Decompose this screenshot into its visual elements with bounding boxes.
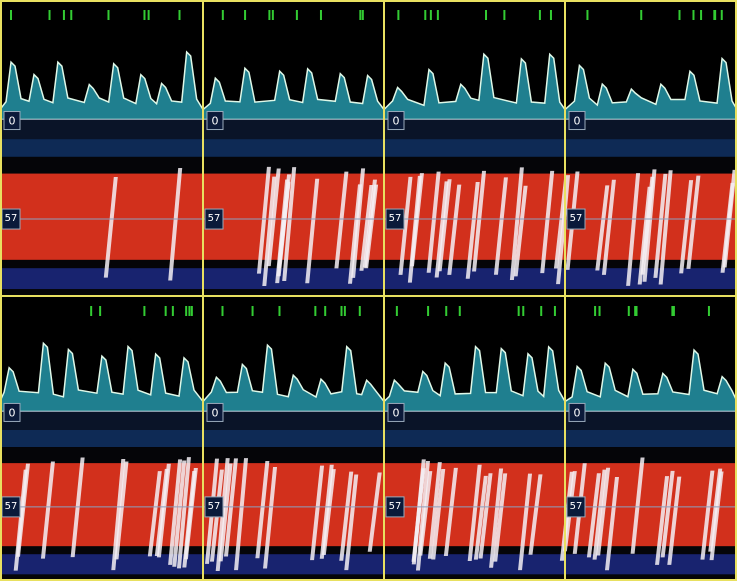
marker [636,306,638,316]
marker [359,306,361,316]
marker [503,10,505,20]
marker [485,10,487,20]
waveform-strip [203,120,384,140]
waveform-label: 0 [9,406,16,419]
marker [185,306,187,316]
marker [244,10,246,20]
marker [554,306,556,316]
marker [673,306,675,316]
marker [341,306,343,316]
marker [445,306,447,316]
marker [359,10,361,20]
marker [165,306,167,316]
marker [221,306,223,316]
marker [99,306,101,316]
marker [518,306,520,316]
marker [427,306,429,316]
waveform-label: 0 [9,115,16,128]
marker [599,306,601,316]
spectrogram-label: 57 [208,213,221,224]
marker [278,306,280,316]
divider-band [384,139,565,157]
marker [70,10,72,20]
spectrogram-label: 57 [208,501,221,512]
waveform-strip [565,120,737,140]
marker [314,306,316,316]
marker [344,306,346,316]
marker [692,10,694,20]
marker [178,10,180,20]
spectrogram-label: 57 [389,213,402,224]
flow-blue [203,554,384,574]
marker [396,306,398,316]
waveform-strip [384,120,565,140]
marker [272,10,274,20]
marker [424,10,426,20]
waveform-label: 0 [393,115,400,128]
divider-band [0,139,203,157]
marker [708,306,710,316]
marker [522,306,524,316]
marker [437,10,439,20]
marker [90,306,92,316]
marker [628,306,630,316]
divider-band [0,430,203,447]
spectrogram-label: 57 [570,213,583,224]
divider-band [384,430,565,447]
marker [594,306,596,316]
marker [586,10,588,20]
marker [640,10,642,20]
marker [713,10,715,20]
marker [10,10,12,20]
marker [252,306,254,316]
marker [540,306,542,316]
marker [459,306,461,316]
marker [539,10,541,20]
marker [268,10,270,20]
marker [107,10,109,20]
spectrogram-label: 57 [389,501,402,512]
waveform-strip [384,411,565,430]
waveform-label: 0 [574,115,581,128]
marker [63,10,65,20]
marker [191,306,193,316]
spectrogram-label: 57 [570,501,583,512]
waveform-strip [0,411,203,430]
waveform-label: 0 [393,406,400,419]
marker [49,10,51,20]
spectrogram-label: 57 [5,501,18,512]
marker [324,306,326,316]
divider-band [203,430,384,447]
marker [397,10,399,20]
divider-band [565,430,737,447]
marker [678,10,680,20]
marker [222,10,224,20]
divider-band [203,139,384,157]
waveform-label: 0 [574,406,581,419]
waveform-label: 0 [212,406,219,419]
marker [700,10,702,20]
marker [143,306,145,316]
waveform-label: 0 [212,115,219,128]
marker [550,10,552,20]
marker [172,306,174,316]
flow-blue [203,268,384,289]
marker [320,10,322,20]
divider-band [565,139,737,157]
marker [143,10,145,20]
waveform-strip [565,411,737,430]
marker [362,10,364,20]
spectrogram-label: 57 [5,213,18,224]
waveform-strip [0,120,203,140]
waveform-strip [203,411,384,430]
ultrasound-grid: 0 57 0 57 0 57 0 57 0 57 0 57 0 57 0 57 [0,0,737,581]
flow-blue [565,268,737,289]
marker [188,306,190,316]
marker [721,10,723,20]
marker [296,10,298,20]
marker [430,10,432,20]
marker [148,10,150,20]
